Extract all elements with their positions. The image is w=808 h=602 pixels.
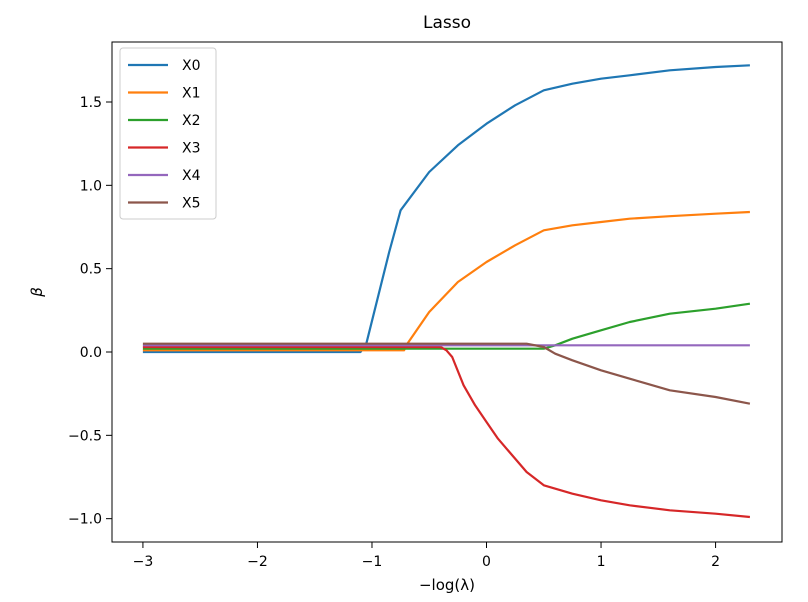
legend-label-x5: X5: [182, 196, 201, 212]
series-line-x5: [142, 342, 751, 405]
legend-label-x2: X2: [182, 113, 201, 129]
series-line-x1: [142, 210, 750, 352]
y-tick-label: 0.5: [80, 262, 102, 278]
y-tick-label: 0.0: [80, 345, 102, 361]
x-tick-label: 1: [597, 554, 606, 570]
x-axis: −3 −2 −1 0 1 2: [133, 542, 720, 570]
legend-label-x0: X0: [182, 58, 201, 74]
chart-title: Lasso: [423, 13, 471, 33]
plot-layer: [142, 64, 751, 519]
x-tick-label: −2: [247, 554, 268, 570]
y-axis-title: β: [28, 287, 46, 298]
series-line-x2: [142, 302, 751, 350]
legend-label-x4: X4: [182, 168, 201, 184]
x-tick-label: 0: [482, 554, 491, 570]
plot-frame: [111, 41, 783, 543]
legend-label-x1: X1: [182, 86, 201, 102]
legend-label-x3: X3: [182, 141, 201, 157]
x-tick-label: 2: [711, 554, 720, 570]
legend: X0 X1 X2 X3 X4 X5: [119, 47, 217, 220]
y-tick-label: −0.5: [68, 428, 102, 444]
series-line-x0: [142, 64, 750, 354]
x-tick-label: −3: [133, 554, 154, 570]
y-tick-label: 1.0: [80, 178, 102, 194]
y-tick-label: 1.5: [80, 95, 102, 111]
legend-box: [119, 47, 217, 220]
series-line-x3: [142, 345, 751, 519]
y-axis: −1.0 −0.5 0.0 0.5 1.0 1.5: [68, 95, 112, 528]
x-axis-title: −log(λ): [419, 576, 475, 594]
y-tick-label: −1.0: [68, 512, 102, 528]
x-tick-label: −1: [362, 554, 383, 570]
